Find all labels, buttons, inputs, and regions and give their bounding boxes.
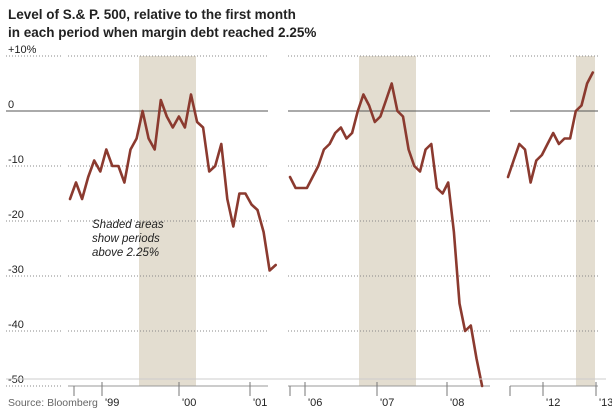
y-tick-label: -50	[8, 374, 24, 386]
x-tick-label: '08	[450, 397, 464, 409]
source-credit: Source: Bloomberg	[8, 397, 98, 409]
x-tick-label: '12	[546, 397, 560, 409]
y-tick-label: -10	[8, 154, 24, 166]
x-tick-label: '13	[599, 397, 612, 409]
note-text: Shaded areas	[92, 219, 164, 231]
series-line	[506, 71, 595, 184]
y-tick-label: -20	[8, 209, 24, 221]
note-text: above 2.25%	[92, 247, 159, 259]
note-text: show periods	[92, 233, 160, 245]
y-tick-label: -40	[8, 319, 24, 331]
x-tick-label: '07	[380, 397, 394, 409]
y-tick-label: +10%	[8, 44, 37, 56]
y-tick-label: 0	[8, 99, 14, 111]
y-tick-label: -30	[8, 264, 24, 276]
x-tick-label: '99	[105, 397, 119, 409]
x-tick-label: '00	[182, 397, 196, 409]
x-tick-label: '01	[253, 397, 267, 409]
chart-title-line2: in each period when margin debt reached …	[8, 25, 317, 40]
series-line	[288, 82, 484, 388]
x-tick-label: '06	[308, 397, 322, 409]
series-line	[68, 93, 278, 272]
chart-title: Level of S.& P. 500, relative to the fir…	[8, 6, 388, 42]
chart-title-line1: Level of S.& P. 500, relative to the fir…	[8, 7, 296, 22]
